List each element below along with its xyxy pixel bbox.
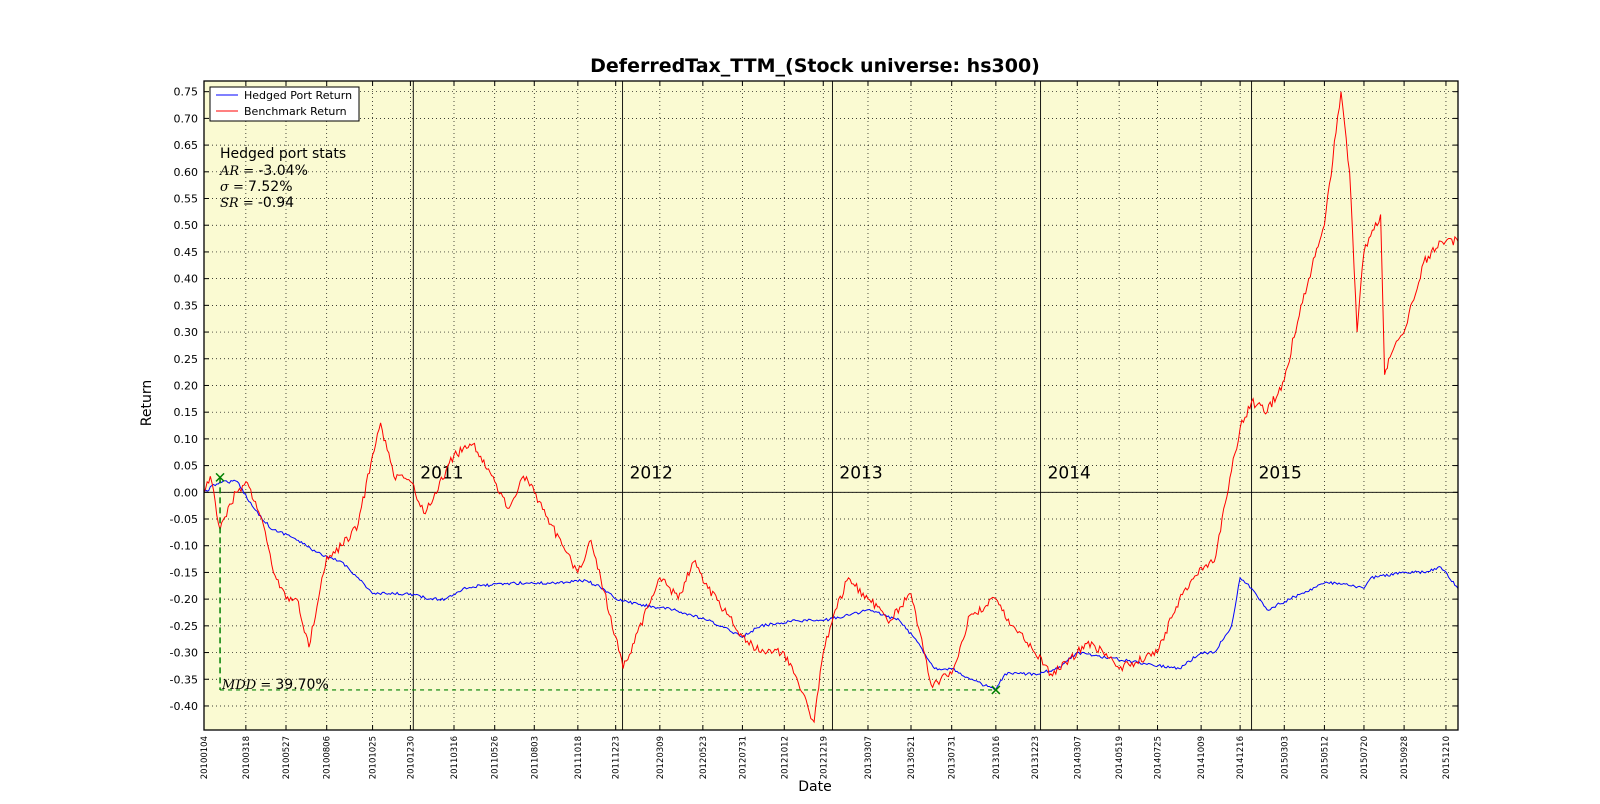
y-tick-label: 0.65 (174, 139, 199, 152)
x-tick-label: 20111223 (612, 736, 622, 779)
y-tick-label: 0.05 (174, 460, 199, 473)
y-tick-label: 0.40 (174, 273, 199, 286)
mdd-label-value: 39.70% (275, 677, 328, 693)
x-tick-label: 20121219 (819, 736, 829, 779)
stats-line: AR = -3.04% (219, 163, 308, 179)
x-tick-label: 20130521 (907, 736, 917, 779)
mdd-marker (991, 685, 1001, 695)
y-axis-label: Return (139, 380, 155, 426)
y-tick-label: 0.60 (174, 166, 199, 179)
y-tick-label: -0.15 (170, 566, 198, 579)
stats-line-value: -3.04% (258, 163, 308, 179)
x-tick-label: 20141216 (1236, 736, 1246, 779)
x-tick-label: 20120731 (738, 736, 748, 779)
x-tick-label: 20101230 (406, 736, 416, 779)
x-tick-label: 20151210 (1442, 736, 1452, 779)
x-tick-label: 20150928 (1400, 736, 1410, 779)
y-tick-label: 0.50 (174, 219, 199, 232)
x-tick-label: 20111018 (574, 736, 584, 779)
x-tick-label: 20150512 (1320, 736, 1330, 779)
stats-line-label: σ = (220, 180, 248, 195)
x-tick-label: 20140725 (1154, 736, 1164, 779)
year-label: 2012 (630, 463, 673, 483)
stats-title: Hedged port stats (220, 146, 346, 162)
x-tick-label: 20131016 (992, 736, 1002, 779)
legend-label: Benchmark Return (244, 105, 347, 118)
x-tick-label: 20100104 (200, 736, 210, 779)
y-tick-label: 0.55 (174, 193, 199, 206)
stats-line: SR = -0.94 (220, 195, 294, 211)
legend-box (209, 86, 360, 122)
x-tick-label: 20150720 (1360, 736, 1370, 779)
x-tick-label: 20110316 (450, 736, 460, 779)
x-tick-label: 20150303 (1280, 736, 1290, 779)
series-lines (203, 91, 1459, 724)
plot-background (204, 81, 1458, 730)
y-tick-label: -0.20 (170, 593, 198, 606)
x-axis-label: Date (798, 779, 831, 795)
x-tick-label: 20100806 (323, 736, 333, 779)
x-tick-label: 20121012 (780, 736, 790, 779)
y-tick-label: -0.35 (170, 673, 198, 686)
y-tick-label: 0.70 (174, 112, 199, 125)
x-tick-label: 20110526 (491, 736, 501, 779)
x-tick-label: 20140519 (1115, 736, 1125, 779)
y-tick-label: 0.35 (174, 299, 199, 312)
axes: 0.75 0.70 0.65 0.60 0.55 0.50 0.45 0.40 0.35 0.30… (170, 80, 1459, 779)
y-tick-label: -0.05 (170, 513, 198, 526)
stats-line: σ = 7.52% (220, 179, 293, 195)
x-tick-label: 20101025 (369, 736, 379, 779)
x-tick-label: 20100527 (282, 736, 292, 779)
x-tick-label: 20120309 (656, 736, 666, 779)
year-label: 2011 (420, 463, 463, 483)
y-tick-label: 0.30 (174, 326, 199, 339)
y-tick-label: -0.40 (170, 700, 198, 713)
legend-label: Hedged Port Return (244, 89, 352, 102)
max-drawdown-annotation: MDD = 39.70% (215, 472, 1001, 695)
mdd-label: MDD = 39.70% (221, 677, 329, 693)
year-label: 2013 (839, 463, 882, 483)
y-tick-label: 0.10 (174, 433, 199, 446)
y-tick-label: 0.25 (174, 353, 199, 366)
year-markers: 2011 2012 2013 2014 2015 (412, 81, 1302, 730)
x-tick-label: 20100318 (242, 736, 252, 779)
plot-area (204, 81, 1458, 730)
y-tick-label: -0.30 (170, 647, 198, 660)
y-tick-label: 0.00 (174, 486, 199, 499)
mdd-label-name: MDD = (221, 678, 275, 693)
y-tick-label: -0.25 (170, 620, 198, 633)
x-tick-label: 20131223 (1031, 736, 1041, 779)
x-tick-label: 20110803 (530, 736, 540, 779)
year-label: 2014 (1048, 463, 1091, 483)
y-tick-label: 0.75 (174, 86, 199, 99)
x-tick-label: 20130307 (864, 736, 874, 779)
y-tick-label: 0.45 (174, 246, 199, 259)
x-tick-label: 20141009 (1197, 736, 1207, 779)
x-tick-label: 20120523 (699, 736, 709, 779)
stats-line-value: 7.52% (248, 179, 292, 195)
year-label: 2015 (1259, 463, 1302, 483)
legend: Hedged Port Return Benchmark Return (209, 86, 360, 122)
series-line (203, 91, 1459, 724)
x-tick-label: 20130731 (948, 736, 958, 779)
y-tick-label: 0.20 (174, 379, 199, 392)
chart-title: DeferredTax_TTM_(Stock universe: hs300) (590, 55, 1040, 77)
stats-line-label: SR = (220, 196, 258, 211)
plot-frame (203, 80, 1459, 731)
x-tick-label: 20140307 (1073, 736, 1083, 779)
y-tick-label: 0.15 (174, 406, 199, 419)
stats-line-label: AR = (219, 164, 258, 179)
y-tick-label: -0.10 (170, 540, 198, 553)
stats-line-value: -0.94 (258, 195, 294, 211)
mdd-marker (215, 472, 225, 482)
